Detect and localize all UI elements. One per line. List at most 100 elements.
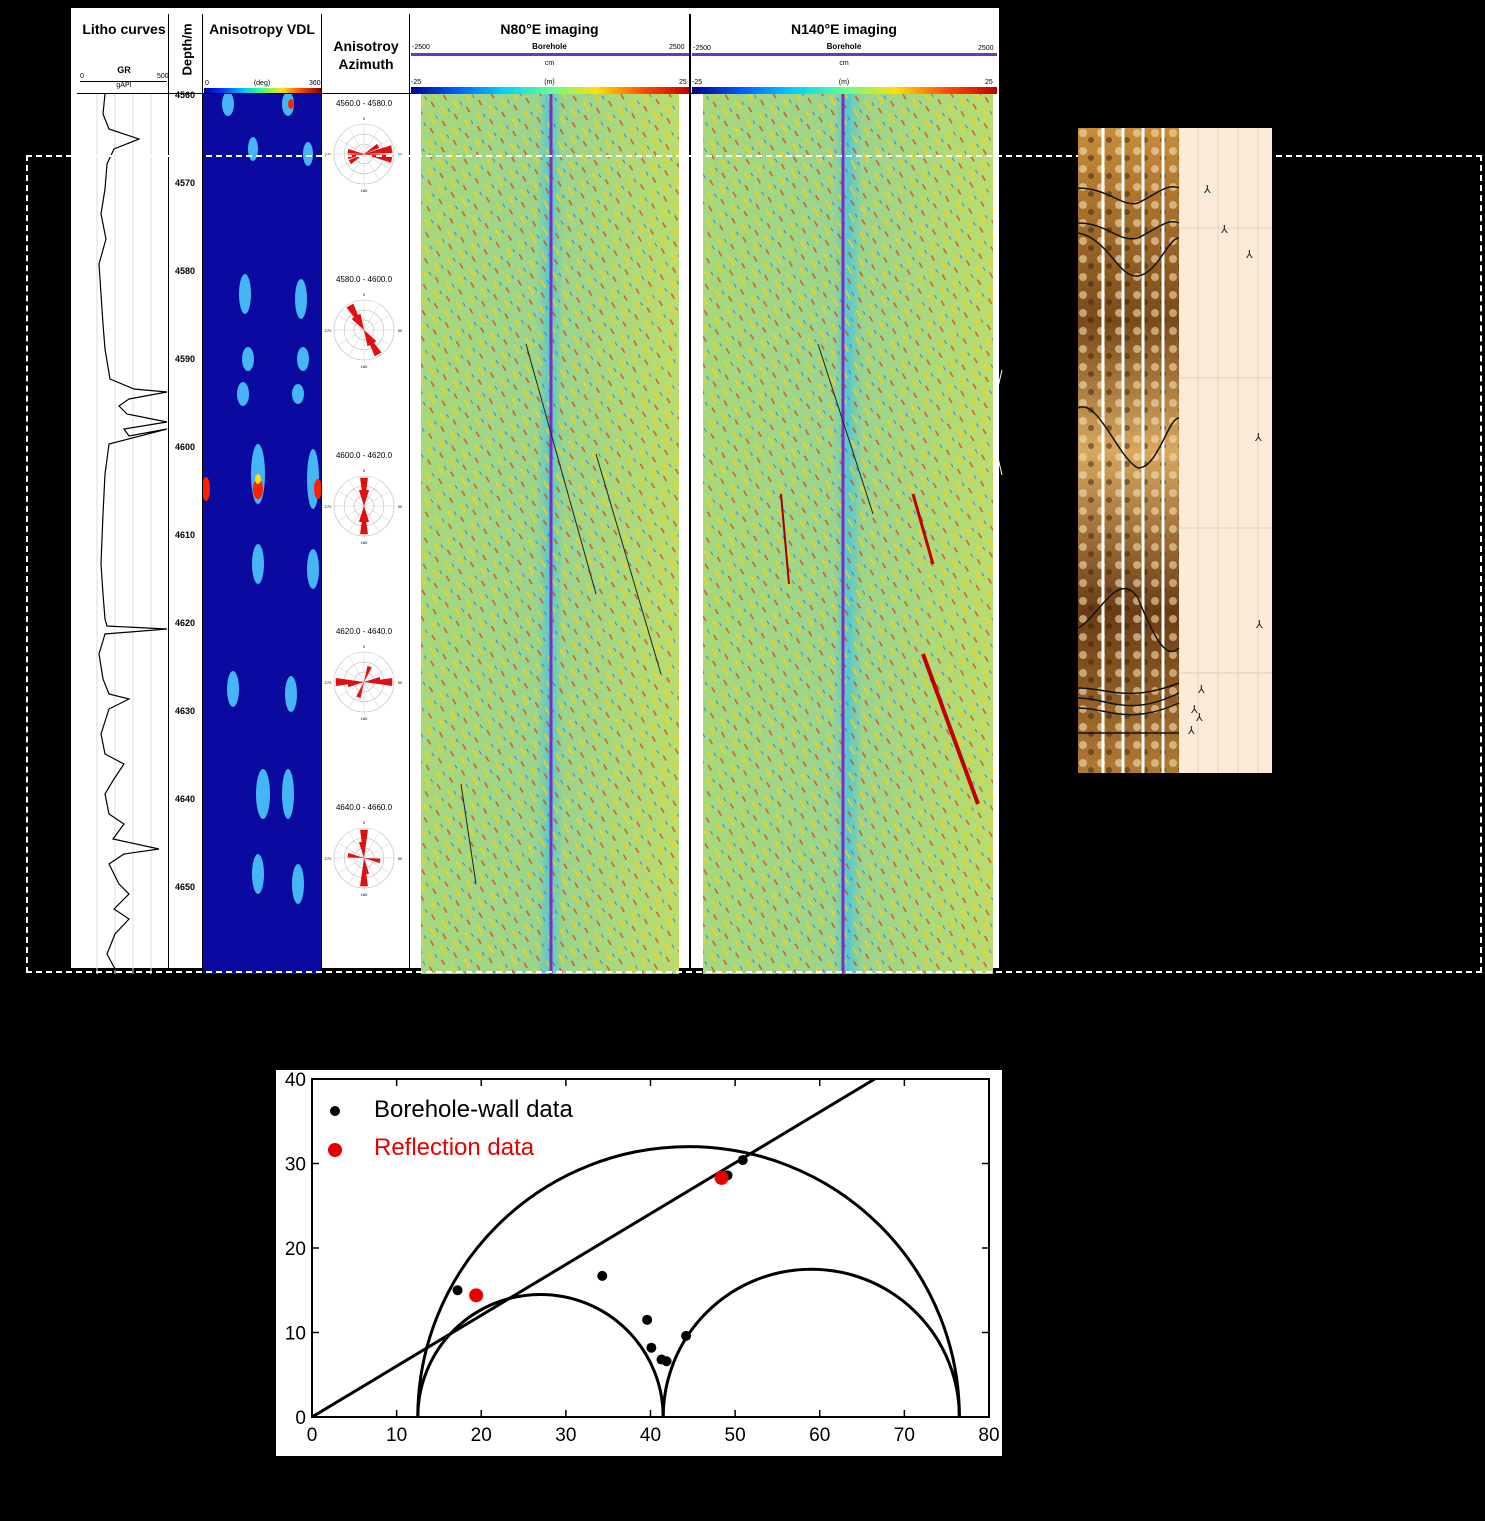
mohr-circle [416, 1292, 665, 1417]
n140-left: -2500 [693, 45, 711, 52]
rose-label: 4600.0 - 4620.0 [336, 451, 393, 460]
y-tick-label: 0 [295, 1408, 306, 1429]
legend-marker-borehole [330, 1106, 340, 1116]
rose-tick-label: 0 [363, 116, 366, 121]
rose-tick-label: 0 [363, 644, 366, 649]
borehole-data-point [597, 1270, 608, 1281]
rose-petal [356, 313, 364, 330]
rose-label: 4640.0 - 4660.0 [336, 803, 393, 812]
anisotropy-vdl-track [203, 94, 321, 974]
rose-tick-label: 0 [363, 820, 366, 825]
x-tick-label: 50 [725, 1425, 746, 1446]
gr-min: 0 [80, 73, 84, 80]
rose-petal [351, 316, 364, 330]
rose-petal [356, 682, 364, 699]
x-tick-label: 80 [978, 1425, 999, 1446]
n80-image-track [421, 94, 679, 974]
borehole-data-point [452, 1285, 463, 1296]
core-image: ⅄ ⅄ ⅄ ⅄ ⅄ ⅄ ⅄ ⅄ ⅄ [1077, 128, 1272, 773]
n80-right: 2500 [669, 44, 685, 51]
litho-title: Litho curves [82, 21, 166, 37]
rose-petal [364, 330, 377, 344]
rose-label: 4560.0 - 4580.0 [336, 99, 393, 108]
x-tick-label: 30 [555, 1425, 576, 1446]
failure-envelope [312, 1079, 876, 1417]
n80-unit: cm [544, 60, 555, 67]
gr-curve-track [96, 94, 168, 974]
rose-petal [358, 506, 364, 523]
azimuth-title-2: Azimuth [338, 56, 394, 72]
vdl-max: 360 [309, 80, 321, 87]
n80-center: Borehole [532, 42, 567, 51]
borehole-data-point [681, 1330, 692, 1341]
rose-diagram: 4640.0 - 4660.0 0 90 180 270 [325, 803, 403, 897]
rose-label: 4580.0 - 4600.0 [336, 275, 393, 284]
rose-petal [364, 858, 370, 875]
n80-left: -2500 [412, 44, 430, 51]
n140-title: N140°E imaging [791, 21, 897, 37]
n140-cmax: 25 [985, 79, 993, 86]
rose-tick-label: 180 [361, 540, 368, 545]
borehole-data-point [737, 1155, 748, 1166]
rose-tick-label: 90 [398, 680, 403, 685]
svg-text:⅄: ⅄ [1197, 684, 1205, 696]
n140-unit: cm [839, 60, 849, 67]
svg-text:⅄: ⅄ [1254, 432, 1262, 444]
vdl-colorbar [204, 88, 321, 93]
rose-tick-label: 270 [325, 504, 332, 509]
rose-tick-label: 270 [325, 328, 332, 333]
rose-petal [347, 682, 364, 688]
n80-title: N80°E imaging [500, 21, 599, 37]
x-tick-label: 0 [307, 1425, 318, 1446]
rose-tick-label: 270 [325, 680, 332, 685]
rose-petal [335, 678, 364, 686]
svg-text:⅄: ⅄ [1203, 184, 1211, 196]
legend-label-reflection: Reflection data [374, 1134, 535, 1161]
rose-diagram: 4600.0 - 4620.0 0 90 180 270 [325, 451, 403, 545]
rose-tick-label: 0 [363, 468, 366, 473]
rose-tick-label: 0 [363, 292, 366, 297]
n80-colorbar [411, 87, 689, 94]
gr-max: 500 [157, 73, 169, 80]
legend-label-borehole: Borehole-wall data [374, 1096, 573, 1123]
rose-petal [364, 858, 381, 864]
rose-tick-label: 90 [398, 152, 403, 157]
vdl-min: 0 [205, 80, 209, 87]
vdl-unit: (deg) [253, 80, 271, 87]
azimuth-title-1: Anisotroy [333, 38, 399, 54]
n140-colorbar [692, 87, 997, 94]
rose-petal [347, 852, 364, 858]
legend-marker-reflection [328, 1143, 342, 1157]
rose-petal [360, 858, 368, 887]
rose-petal [364, 665, 372, 682]
n80-cmax: 25 [679, 79, 687, 86]
mohr-circle [661, 1268, 961, 1417]
vdl-title: Anisotropy VDL [209, 21, 315, 37]
rose-tick-label: 90 [398, 856, 403, 861]
rose-petal [364, 676, 381, 682]
n140-right: 2500 [978, 45, 994, 52]
x-tick-label: 40 [640, 1425, 661, 1446]
log-panel: Litho curves GR 0 500 gAPI Depth/m Aniso… [68, 5, 1002, 974]
borehole-data-point [661, 1356, 672, 1367]
svg-text:⅄: ⅄ [1245, 249, 1253, 261]
reflection-data-point [714, 1170, 729, 1185]
dashed-callout-box [26, 155, 1482, 973]
borehole-data-point [646, 1342, 657, 1353]
x-tick-label: 60 [809, 1425, 830, 1446]
svg-text:⅄: ⅄ [1220, 224, 1228, 236]
x-tick-label: 70 [894, 1425, 915, 1446]
x-tick-label: 20 [471, 1425, 492, 1446]
rose-petal [364, 678, 393, 686]
reflection-data-point [469, 1288, 484, 1303]
rose-tick-label: 270 [325, 152, 332, 157]
n80-cmin: -25 [411, 79, 422, 86]
rose-label: 4620.0 - 4640.0 [336, 627, 393, 636]
rose-petal [364, 506, 370, 523]
svg-text:⅄: ⅄ [1187, 725, 1195, 737]
mohr-chart: 0 10 20 30 40 50 60 70 80 0 10 20 30 40 Borehole-wall… [276, 1070, 1002, 1456]
rose-petal [364, 143, 380, 154]
borehole-data-point [642, 1314, 653, 1325]
rose-tick-label: 180 [361, 892, 368, 897]
rose-tick-label: 180 [361, 716, 368, 721]
